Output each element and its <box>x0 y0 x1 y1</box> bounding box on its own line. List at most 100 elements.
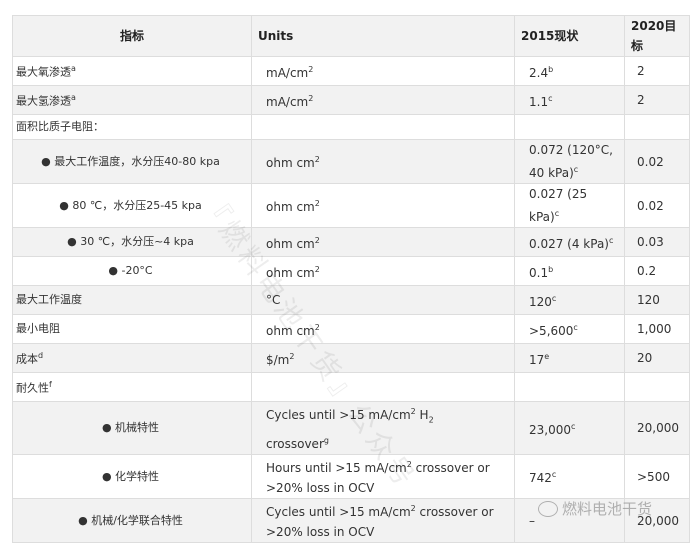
target-2020-cell: 120 <box>624 285 690 315</box>
units-cell: °C <box>251 285 515 315</box>
indicator-name: 耐久性 <box>16 381 49 395</box>
indicator-name: 最小电阻 <box>16 322 60 335</box>
header-2015-status: 2015现状 <box>514 15 625 57</box>
unit-superscript: 2 <box>314 322 320 332</box>
unit-superscript: 2 <box>308 93 314 103</box>
table-row: ● 机械特性 Cycles until >15 mA/cm2 H2 crossov… <box>12 401 690 455</box>
indicator-cell: 成本d <box>12 343 252 373</box>
table-row: 最大工作温度 °C 120c 120 <box>12 285 690 315</box>
indicator-name: ● 机械/化学联合特性 <box>78 513 183 527</box>
footnote-mark: a <box>71 93 76 103</box>
status-2015-value: 2.4 <box>529 65 549 80</box>
unit-superscript: 2 <box>314 264 320 274</box>
units-cell <box>251 114 515 140</box>
target-2020-value: 120 <box>637 293 660 307</box>
target-2020-value: 20,000 <box>637 513 679 528</box>
footnote-mark: c <box>554 209 560 218</box>
indicator-name: ● 30 ℃，水分压~4 kpa <box>67 235 194 248</box>
status-2015-cell: 120c <box>514 285 625 315</box>
unit-text-rest: crossover <box>266 436 324 451</box>
indicator-cell: ● 化学特性 <box>12 454 252 499</box>
target-2020-cell: 2 <box>624 85 690 115</box>
target-2020-cell: 0.02 <box>624 139 690 184</box>
status-2015-cell <box>514 372 625 402</box>
table-row: 最大氧渗透a mA/cm2 2.4b 2 <box>12 56 690 86</box>
indicator-cell: 最大工作温度 <box>12 285 252 315</box>
status-2015-cell: 17e <box>514 343 625 373</box>
unit-text: ohm cm <box>266 200 315 214</box>
units-cell <box>251 372 515 402</box>
unit-text: ohm cm <box>266 323 315 338</box>
footnote-mark: c <box>551 470 557 479</box>
footnote-mark: e <box>544 351 550 361</box>
table-row: 最小电阻 ohm cm2 >5,600c 1,000 <box>12 314 690 344</box>
footnote-mark: d <box>38 351 44 361</box>
units-cell: ohm cm2 <box>251 183 515 228</box>
indicator-cell: 最小电阻 <box>12 314 252 344</box>
footnote-mark: c <box>551 293 557 303</box>
status-2015-value: 23,000 <box>529 422 571 437</box>
target-2020-value: 0.02 <box>637 198 664 213</box>
unit-text: ohm cm <box>266 265 315 280</box>
target-2020-value: 2 <box>637 64 645 78</box>
units-cell: mA/cm2 <box>251 85 515 115</box>
status-2015-value: 0.027 (4 kPa) <box>529 236 609 251</box>
unit-text: Cycles until >15 mA/cm <box>266 408 411 423</box>
indicator-name: ● 最大工作温度，水分压40-80 kpa <box>41 154 220 168</box>
header-indicator: 指标 <box>12 15 252 57</box>
units-cell: ohm cm2 <box>251 314 515 344</box>
indicator-name: ● -20°C <box>108 264 153 277</box>
indicator-cell: ● 80 ℃，水分压25-45 kpa <box>12 183 252 228</box>
membrane-targets-table: 指标 Units 2015现状 2020目标 最大氧渗透a mA/cm2 2.4b 2… <box>12 15 690 543</box>
unit-text: ohm cm <box>266 236 315 251</box>
indicator-name: ● 80 ℃，水分压25-45 kpa <box>59 198 202 212</box>
unit-superscript: 2 <box>410 407 416 417</box>
target-2020-value: 0.03 <box>637 235 664 249</box>
target-2020-value: 0.02 <box>637 154 664 169</box>
units-cell: mA/cm2 <box>251 56 515 86</box>
indicator-cell: ● 30 ℃，水分压~4 kpa <box>12 227 252 257</box>
wechat-icon <box>538 500 558 517</box>
footnote-mark: b <box>548 64 554 74</box>
target-2020-value: 20 <box>637 351 653 365</box>
indicator-cell: ● 最大工作温度，水分压40-80 kpa <box>12 139 252 184</box>
status-2015-cell: 23,000c <box>514 401 625 455</box>
table-row: ● 最大工作温度，水分压40-80 kpa ohm cm2 0.072 (120°C… <box>12 139 690 184</box>
table-row: 成本d $/m2 17e 20 <box>12 343 690 373</box>
footnote-mark: f <box>49 380 52 390</box>
footnote-mark: b <box>548 264 554 274</box>
target-2020-cell <box>624 372 690 402</box>
target-2020-value: 20,000 <box>637 421 679 435</box>
table-row: ● 30 ℃，水分压~4 kpa ohm cm2 0.027 (4 kPa)c 0.0… <box>12 227 690 257</box>
status-2015-value: 0.072 (120°C, 40 kPa) <box>529 143 613 180</box>
indicator-name: 最大工作温度 <box>16 293 82 306</box>
status-2015-cell: 2.4b <box>514 56 625 86</box>
table-row: ● -20°C ohm cm2 0.1b 0.2 <box>12 256 690 286</box>
status-2015-value: 0.1 <box>529 265 549 280</box>
indicator-name: 最大氢渗透 <box>16 94 71 108</box>
unit-text-rest: crossover or >20% loss in OCV <box>266 505 494 539</box>
table-row: 面积比质子电阻： <box>12 114 690 140</box>
indicator-cell: 最大氧渗透a <box>12 56 252 86</box>
status-2015-cell <box>514 114 625 140</box>
header-2020-target: 2020目标 <box>624 15 690 57</box>
footnote-mark: c <box>573 322 578 332</box>
target-2020-cell <box>624 114 690 140</box>
unit-text: mA/cm <box>266 65 309 80</box>
status-2015-value: – <box>529 513 535 528</box>
unit-superscript: 2 <box>406 460 412 469</box>
unit-text-rest: H <box>415 408 429 423</box>
units-cell: $/m2 <box>251 343 515 373</box>
target-2020-value: >500 <box>637 469 670 484</box>
footnote-mark: c <box>608 235 614 245</box>
indicator-cell: ● -20°C <box>12 256 252 286</box>
unit-text: $/m <box>266 352 290 367</box>
indicator-name: 最大氧渗透 <box>16 65 71 79</box>
indicator-cell: ● 机械/化学联合特性 <box>12 498 252 543</box>
target-2020-cell: 2 <box>624 56 690 86</box>
target-2020-cell: 0.03 <box>624 227 690 257</box>
status-2015-cell: 0.1b <box>514 256 625 286</box>
units-cell: ohm cm2 <box>251 139 515 184</box>
target-2020-cell: >500 <box>624 454 690 499</box>
status-2015-cell: – <box>514 498 625 543</box>
